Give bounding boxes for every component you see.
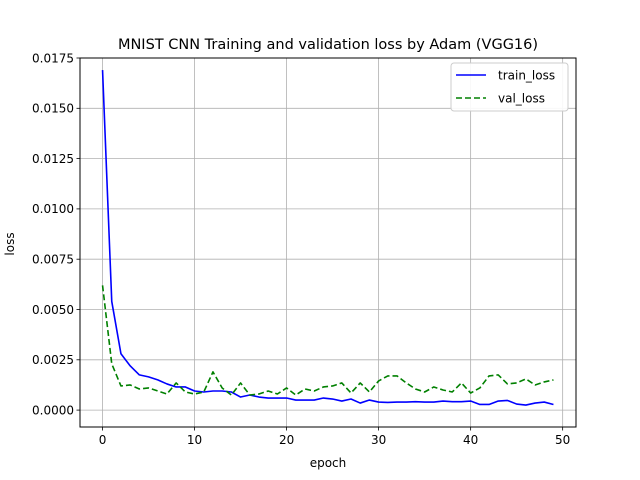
- y-tick-label: 0.0100: [32, 202, 74, 216]
- x-tick-label: 50: [555, 433, 570, 447]
- x-tick-label: 10: [187, 433, 202, 447]
- legend-label-val-loss: val_loss: [498, 92, 545, 106]
- x-tick-label: 40: [463, 433, 478, 447]
- y-tick-label: 0.0000: [32, 403, 74, 417]
- chart-title: MNIST CNN Training and validation loss b…: [118, 37, 538, 53]
- series-layer: [101, 70, 554, 406]
- y-tick-label: 0.0150: [32, 102, 74, 116]
- x-axis-label: epoch: [310, 456, 347, 470]
- legend: train_loss val_loss: [450, 62, 569, 112]
- y-tick-label: 0.0075: [32, 252, 74, 266]
- series-line-val-loss: [101, 285, 554, 396]
- x-tick-label: 20: [279, 433, 294, 447]
- y-tick-label: 0.0025: [32, 353, 74, 367]
- x-tick-label: 0: [99, 433, 107, 447]
- ticks: 0 10 20 30 40 50 0.0000 0.0025 0.0050 0.0075 0.010…: [32, 51, 570, 447]
- legend-label-train-loss: train_loss: [498, 69, 555, 83]
- x-tick-label: 30: [371, 433, 386, 447]
- y-tick-label: 0.0125: [32, 152, 74, 166]
- plot-frame: [79, 57, 577, 428]
- y-tick-label: 0.0175: [32, 51, 74, 65]
- series-line-train-loss: [101, 70, 554, 406]
- y-tick-label: 0.0050: [32, 303, 74, 317]
- y-axis-label: loss: [3, 232, 17, 255]
